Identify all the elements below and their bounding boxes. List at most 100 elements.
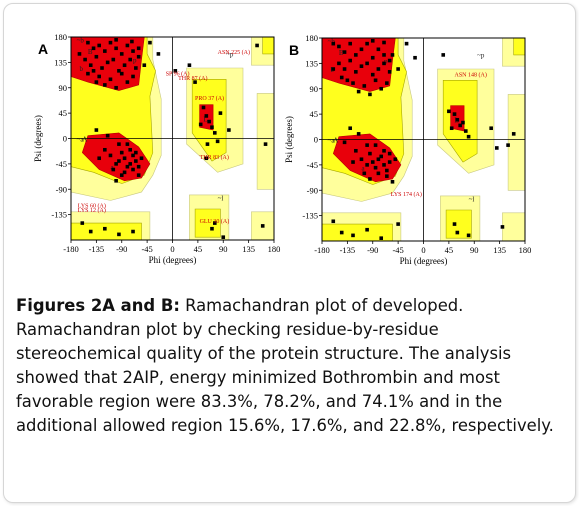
x-tick-label: 0 — [421, 245, 425, 255]
residue-point — [125, 80, 130, 84]
residue-point — [204, 156, 209, 161]
residue-point — [331, 67, 336, 71]
residue-point — [205, 142, 210, 146]
x-tick-label: 90 — [470, 245, 479, 255]
allowed-region-4 — [513, 38, 525, 56]
residue-point — [122, 63, 127, 67]
region-label: ~b — [77, 37, 85, 45]
residue-point — [114, 46, 118, 51]
residue-point — [452, 112, 457, 116]
residue-annotation: SP 96 (A) — [166, 70, 190, 77]
residue-point — [77, 52, 82, 56]
residue-point — [88, 63, 93, 67]
residue-point — [94, 80, 99, 84]
residue-point — [210, 226, 214, 231]
allowed-region-1 — [71, 222, 142, 240]
residue-points — [77, 38, 268, 239]
residue-point — [136, 164, 141, 169]
residue-point — [193, 80, 197, 84]
residue-point — [455, 230, 460, 235]
x-tick-label: 180 — [268, 244, 281, 254]
residue-point — [373, 143, 378, 147]
residue-point — [373, 165, 378, 170]
region-label: B — [339, 49, 344, 57]
y-tick-label: 45 — [59, 108, 68, 118]
residue-point — [210, 125, 214, 130]
residue-point — [359, 157, 364, 162]
residue-point — [125, 164, 130, 169]
residue-points — [331, 39, 516, 240]
residue-point — [103, 49, 107, 53]
residue-point — [134, 159, 138, 163]
residue-point — [255, 43, 259, 48]
residue-point — [387, 160, 392, 164]
residue-point — [379, 154, 384, 159]
residue-point — [119, 173, 124, 177]
residue-point — [122, 156, 127, 161]
residue-point — [342, 140, 347, 145]
residue-point — [94, 128, 99, 132]
residue-point — [370, 39, 375, 43]
caption-body: Ramachandran plot of developed. Ramachan… — [16, 296, 554, 435]
residue-point — [131, 153, 135, 158]
residue-point — [128, 147, 133, 152]
x-tick-label: -135 — [89, 244, 105, 254]
residue-point — [130, 39, 134, 44]
residue-point — [114, 85, 118, 90]
residue-point — [131, 167, 135, 172]
generous-region-6 — [507, 94, 525, 191]
residue-point — [368, 177, 372, 181]
residue-point — [148, 40, 152, 45]
region-label: L — [204, 116, 208, 124]
residue-point — [387, 58, 392, 63]
residue-point — [331, 219, 336, 224]
region-label: ~b — [328, 38, 336, 46]
region-label: ~l — [218, 195, 224, 203]
residue-point — [125, 142, 130, 146]
residue-point — [142, 63, 147, 67]
region-label: ~p — [226, 51, 234, 59]
region-label: ~a — [328, 136, 336, 144]
residue-point — [365, 227, 369, 232]
generous-region-5 — [502, 212, 525, 241]
x-axis-label: Phi (degrees) — [400, 256, 448, 266]
residue-point — [86, 40, 90, 45]
residue-point — [489, 126, 493, 131]
x-tick-label: -135 — [340, 245, 356, 255]
y-tick-label: 180 — [305, 33, 318, 43]
residue-point — [119, 52, 124, 56]
residue-point — [506, 143, 510, 147]
residue-point — [136, 46, 141, 51]
residue-point — [103, 226, 107, 231]
residue-point — [128, 162, 133, 166]
region-label: p — [384, 57, 388, 65]
residue-point — [382, 61, 386, 66]
residue-point — [100, 66, 104, 70]
residue-point — [345, 78, 350, 83]
y-tick-label: -90 — [307, 185, 318, 195]
residue-point — [111, 167, 116, 172]
residue-point — [404, 41, 409, 46]
residue-point — [455, 117, 460, 122]
residue-point — [441, 53, 446, 57]
residue-point — [359, 47, 364, 52]
residue-point — [260, 224, 265, 228]
y-tick-label: 90 — [310, 84, 319, 94]
residue-point — [221, 235, 226, 239]
residue-point — [342, 50, 347, 54]
residue-point — [86, 71, 90, 76]
region-label: p — [133, 56, 137, 64]
y-tick-label: -135 — [51, 210, 67, 220]
residue-point — [218, 111, 223, 115]
residue-annotation: LYS 60 (A) — [78, 202, 106, 209]
x-tick-label: 135 — [242, 244, 255, 254]
residue-point — [117, 232, 121, 237]
residue-point — [348, 58, 352, 63]
residue-point — [348, 41, 352, 46]
residue-point — [387, 151, 392, 156]
residue-point — [390, 179, 395, 184]
generous-region-6 — [256, 93, 274, 190]
residue-point — [105, 60, 110, 65]
residue-point — [134, 150, 138, 155]
